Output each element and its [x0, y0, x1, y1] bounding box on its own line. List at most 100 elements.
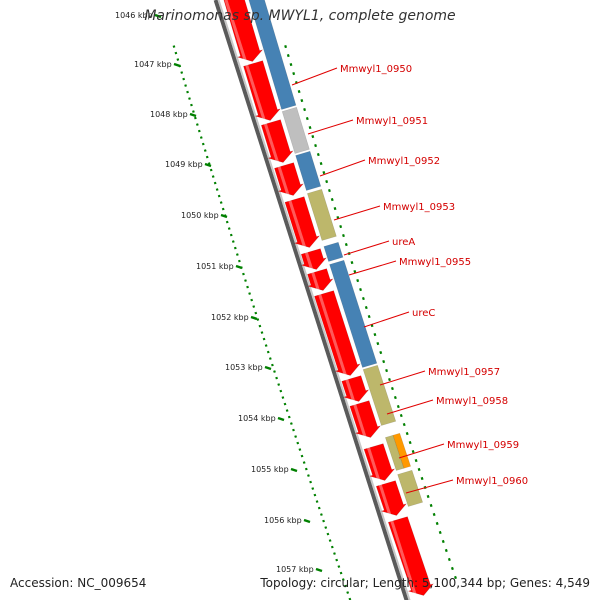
backbone-line — [213, 0, 409, 600]
gene-label: Mmwyl1_0952 — [368, 156, 440, 167]
gc-dot — [182, 77, 186, 81]
gc-dot-outer — [390, 386, 394, 391]
cds-arrow — [274, 162, 305, 196]
gc-dot — [244, 279, 247, 282]
label-leader — [333, 205, 381, 221]
gc-dot-outer — [376, 341, 380, 346]
label-leader — [348, 260, 397, 276]
gc-dot — [283, 402, 287, 406]
gc-dot — [289, 422, 293, 425]
gc-dot — [335, 558, 339, 562]
cds-arrow — [349, 400, 382, 438]
gc-dot-outer — [284, 44, 288, 49]
label-leader — [379, 370, 426, 386]
gc-dot — [317, 506, 321, 510]
kbp-tick-label: 1054 kbp — [238, 414, 276, 423]
cds-arrow — [260, 119, 295, 163]
kbp-tick-mark — [204, 162, 212, 168]
cds-arrow — [300, 248, 328, 270]
gc-dot — [219, 201, 223, 204]
gc-dot-outer — [328, 188, 331, 193]
kbp-tick-label: 1046 kbp — [115, 11, 153, 20]
gc-dot-outer — [388, 377, 391, 382]
gc-dot — [203, 149, 207, 152]
gc-dot — [287, 415, 291, 419]
backbone-ring — [213, 0, 411, 600]
kbp-tick-mark — [173, 62, 181, 68]
gc-dot — [307, 474, 310, 477]
gc-dot — [186, 90, 189, 94]
gc-dot-outer — [405, 431, 409, 436]
gc-dot-outer — [361, 296, 365, 301]
gc-dot-outer — [402, 422, 406, 427]
topology-text: Topology: circular; Length: 5,100,344 bp… — [260, 576, 590, 590]
kbp-scale: 1046 kbp 1047 kbp 1048 kbp 1049 kbp 1050 kbp… — [115, 11, 323, 574]
gc-dot — [326, 532, 330, 536]
cds-arrow — [284, 196, 321, 248]
gc-dot-outer — [344, 242, 348, 247]
gc-dot — [254, 311, 258, 315]
cog-block — [362, 364, 397, 426]
gene-label: Mmwyl1_0960 — [456, 476, 528, 487]
gc-dot — [213, 181, 217, 185]
gc-dot — [188, 97, 191, 100]
gc-dot — [250, 298, 254, 302]
gc-dot-outer — [426, 494, 430, 499]
gc-dot — [294, 435, 297, 438]
kbp-tick-label: 1055 kbp — [251, 465, 289, 474]
gc-dot — [273, 370, 276, 373]
cog-block — [329, 259, 378, 368]
gc-dot — [205, 155, 209, 159]
gc-dot — [313, 493, 317, 497]
kbp-tick-mark — [290, 467, 298, 473]
gc-dot — [320, 513, 323, 516]
gene-label: Mmwyl1_0955 — [399, 257, 471, 268]
gc-dot — [248, 292, 251, 295]
gc-dot — [262, 337, 266, 341]
gc-dot-outer — [333, 206, 337, 211]
gc-dot — [285, 409, 289, 412]
gc-dot-outer — [319, 161, 323, 166]
gc-dot — [296, 441, 300, 445]
gc-dot-outer — [339, 224, 343, 229]
gc-dot-outer — [322, 170, 326, 175]
gc-dot — [180, 71, 184, 74]
gc-dot — [309, 480, 312, 484]
gc-dot — [322, 519, 325, 523]
gc-dot — [264, 344, 268, 347]
gc-dot-outer — [356, 278, 360, 283]
kbp-tick-mark — [220, 213, 228, 219]
cog-block — [248, 0, 297, 110]
label-leader — [291, 67, 338, 86]
gc-dot-outer — [373, 332, 377, 337]
gc-dot — [339, 571, 343, 575]
gc-dot — [201, 142, 205, 146]
label-leader — [386, 399, 434, 415]
gc-dot-outer — [408, 440, 412, 445]
gc-dot — [225, 220, 229, 224]
label-leader — [363, 311, 410, 328]
gc-dot-outer — [297, 89, 301, 94]
gene-label: ureC — [412, 308, 435, 319]
gc-dot-outer — [314, 143, 317, 148]
gc-dot-outer — [330, 197, 334, 202]
kbp-tick-label: 1051 kbp — [196, 262, 234, 271]
gc-dot-outer — [316, 152, 320, 157]
gc-dot — [172, 45, 176, 48]
gc-dot — [209, 168, 213, 172]
gc-dot — [266, 350, 270, 354]
gc-dot — [242, 272, 245, 276]
gc-dot-outer — [292, 71, 296, 76]
gc-dot-outer — [399, 413, 403, 418]
feature-track — [223, 0, 435, 600]
cds-arrow — [363, 443, 396, 481]
gc-dot — [304, 467, 308, 471]
gc-dot-outer — [364, 305, 368, 310]
gc-dot — [217, 194, 221, 198]
gc-dot-outer — [450, 566, 454, 571]
gc-dot-outer — [303, 107, 307, 112]
kbp-tick-mark — [154, 13, 162, 19]
gc-dot — [298, 448, 302, 451]
kbp-tick-label: 1049 kbp — [165, 160, 203, 169]
gc-dot-outer — [393, 395, 397, 400]
